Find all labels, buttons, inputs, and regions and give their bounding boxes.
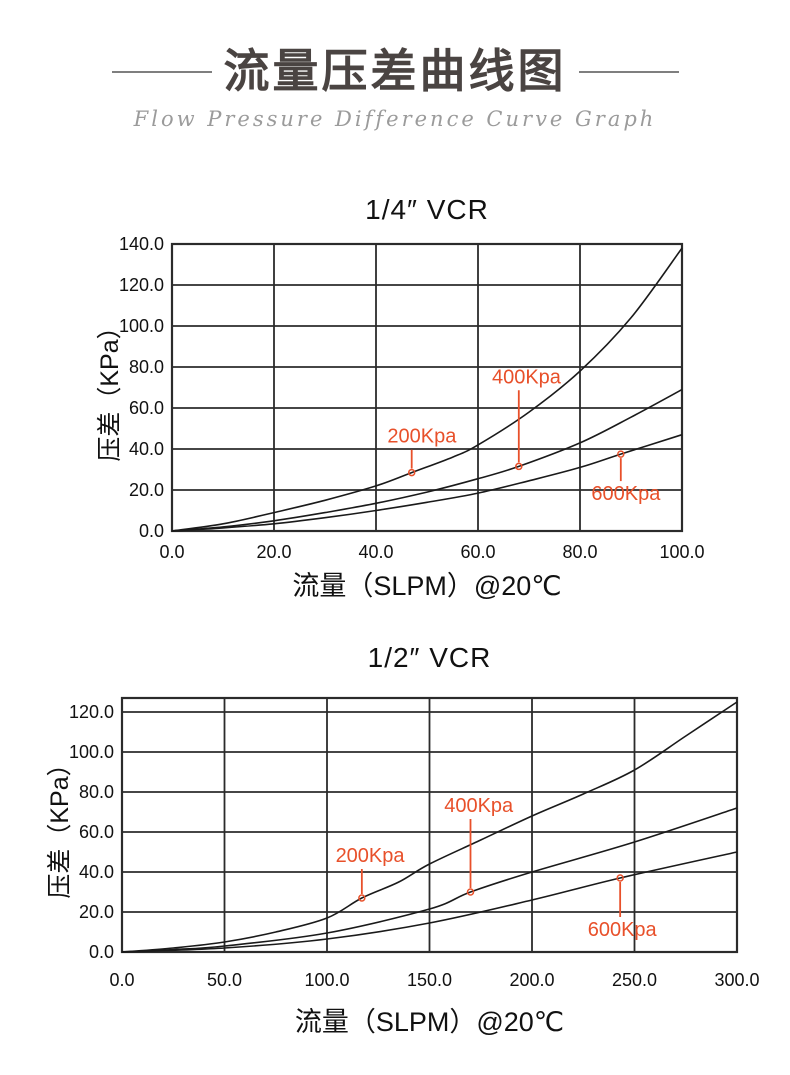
y-tick: 40.0: [129, 439, 164, 459]
title-row: 流量压差曲线图: [0, 44, 790, 99]
annotation-point-marker: [466, 888, 475, 896]
x-tick: 100.0: [304, 970, 349, 990]
annotation-label: 600Kpa: [591, 483, 661, 505]
curve-200Kpa: [171, 247, 683, 532]
curve-600Kpa: [121, 851, 738, 953]
x-tick: 60.0: [460, 542, 495, 562]
y-tick: 80.0: [129, 357, 164, 377]
y-tick: 60.0: [129, 398, 164, 418]
grid: [172, 244, 682, 531]
annotation-label: 400Kpa: [492, 366, 562, 388]
plot-frame: [120, 696, 739, 954]
x-tick-labels: 0.0 20.0 40.0 60.0 80.0 100.0: [159, 542, 704, 562]
curve-400Kpa: [121, 807, 738, 953]
annotation-point-marker: [407, 468, 416, 477]
x-tick: 20.0: [256, 542, 291, 562]
annotation-point-marker: [617, 450, 625, 458]
grid: [122, 698, 737, 952]
x-tick: 80.0: [562, 542, 597, 562]
y-tick: 100.0: [119, 316, 164, 336]
chart-quarter-vcr: 1/4″ VCR 0.0 20.0 40.0 60.0 80.0 100.0 0.0 20.0…: [0, 188, 790, 620]
x-axis-label: 流量（SLPM）@20℃: [294, 1007, 565, 1037]
x-tick-labels: 0.0 50.0 100.0 150.0 200.0 250.0 300.0: [109, 970, 759, 990]
y-tick: 0.0: [139, 521, 164, 541]
annotation-600Kpa: 600Kpa: [588, 874, 658, 941]
x-tick: 40.0: [358, 542, 393, 562]
y-tick: 0.0: [89, 942, 114, 962]
x-axis-label: 流量（SLPM）@20℃: [292, 571, 562, 601]
page-subtitle: Flow Pressure Difference Curve Graph: [133, 107, 657, 132]
annotation-200Kpa: 200Kpa: [387, 426, 457, 477]
x-tick: 150.0: [407, 970, 452, 990]
annotation-label: 200Kpa: [336, 845, 406, 867]
y-tick: 60.0: [79, 822, 114, 842]
x-tick: 50.0: [207, 970, 242, 990]
annotation-label: 400Kpa: [444, 795, 514, 817]
chart-title: 1/4″ VCR: [365, 194, 489, 225]
y-tick: 100.0: [69, 742, 114, 762]
y-axis-label: 压差（KPa）: [46, 751, 74, 899]
annotation-200Kpa: 200Kpa: [336, 845, 406, 902]
annotation-label: 600Kpa: [588, 919, 658, 941]
x-tick: 100.0: [659, 542, 704, 562]
x-tick: 0.0: [159, 542, 184, 562]
x-tick: 0.0: [109, 970, 134, 990]
annotation-400Kpa: 400Kpa: [492, 366, 562, 471]
y-tick: 80.0: [79, 782, 114, 802]
x-tick: 300.0: [714, 970, 759, 990]
curve-600Kpa: [171, 433, 683, 532]
page-header: 流量压差曲线图 Flow Pressure Difference Curve G…: [0, 44, 790, 131]
y-axis-label: 压差（KPa）: [96, 314, 124, 462]
chart-half-vcr: 1/2″ VCR 0.0 50.0 100.0 150.0 200.0 250.0 300.…: [0, 620, 790, 1075]
annotation-600Kpa: 600Kpa: [591, 450, 661, 505]
curve-400Kpa: [171, 388, 683, 532]
chart-title: 1/2″ VCR: [367, 642, 492, 673]
y-tick: 140.0: [119, 234, 164, 254]
chart-quarter-vcr-plot: 0.0 20.0 40.0 60.0 80.0 100.0 0.0 20.0 40.0 60.0 8…: [119, 234, 705, 562]
annotation-point-marker: [515, 462, 523, 471]
title-decor-line-left: [111, 70, 212, 73]
annotation-point-marker: [358, 894, 366, 902]
annotation-label: 200Kpa: [387, 426, 457, 448]
y-tick: 40.0: [79, 862, 114, 882]
y-tick-labels: 0.0 20.0 40.0 60.0 80.0 100.0 120.0: [69, 702, 114, 962]
x-tick: 250.0: [612, 970, 657, 990]
chart-half-vcr-plot: 0.0 50.0 100.0 150.0 200.0 250.0 300.0 0.0 20.0 4…: [69, 696, 760, 990]
annotation-400Kpa: 400Kpa: [444, 795, 514, 896]
y-tick-labels: 0.0 20.0 40.0 60.0 80.0 100.0 120.0 140.0: [119, 234, 164, 541]
y-tick: 120.0: [119, 275, 164, 295]
curve-200Kpa: [121, 701, 738, 953]
y-tick: 20.0: [129, 480, 164, 500]
page-title: 流量压差曲线图: [223, 45, 567, 97]
annotation-point-marker: [616, 874, 624, 882]
y-tick: 120.0: [69, 702, 114, 722]
x-tick: 200.0: [509, 970, 554, 990]
y-tick: 20.0: [79, 902, 114, 922]
plot-frame: [170, 242, 684, 533]
title-decor-line-right: [578, 70, 679, 73]
